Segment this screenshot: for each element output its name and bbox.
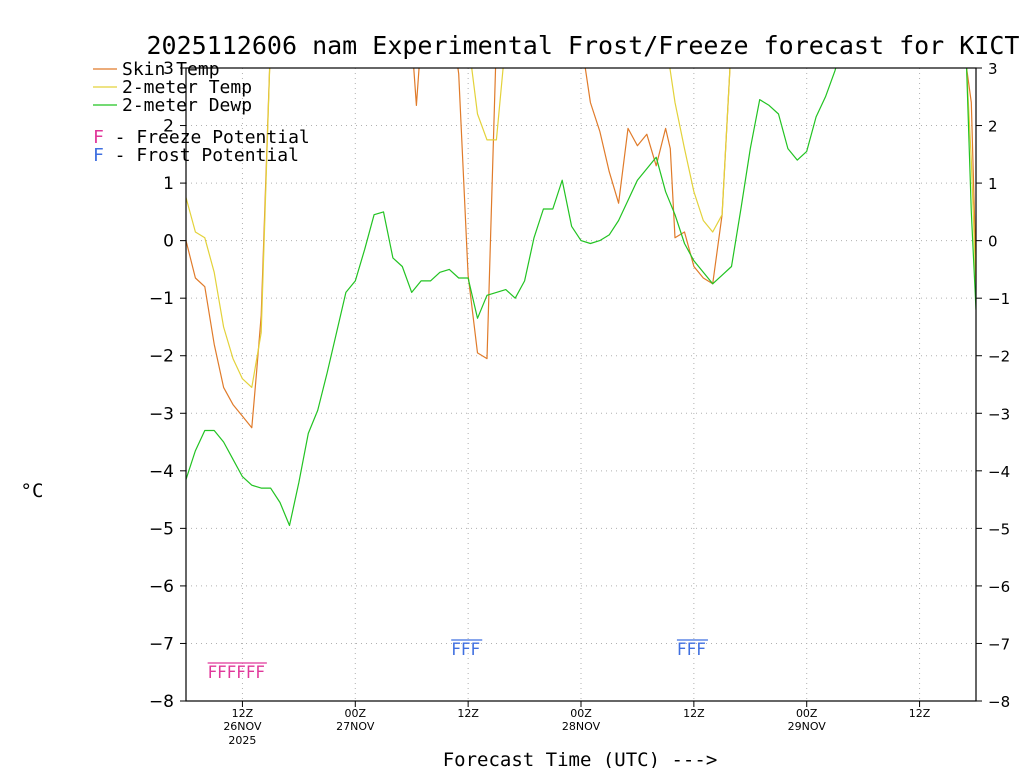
x-tick-date: 29NOV	[788, 720, 827, 733]
y-tick-label-right: −7	[988, 635, 1010, 653]
potential-legend-symbol: F	[93, 145, 104, 166]
potential-marker-frost-potential: FFF	[451, 639, 483, 660]
y-axis-left: 3 2 1 0 −1 −2 −3 −4 −5 −6 −7 −8	[149, 59, 186, 712]
y-tick-label-right: 0	[988, 233, 998, 251]
y-tick-label: −1	[149, 289, 174, 309]
potential-legend-entry: F - Frost Potential	[93, 145, 299, 166]
y-tick-label: −4	[149, 462, 174, 482]
legend-label: 2-meter Temp	[122, 77, 252, 98]
series-line-skin-temp	[186, 68, 976, 429]
chart-title: 2025112606 nam Experimental Frost/Freeze…	[147, 31, 1020, 60]
series-line-2-meter-temp	[186, 68, 976, 388]
x-tick-label: 12Z	[683, 707, 705, 720]
plot-frame	[185, 67, 977, 702]
y-tick-label: −5	[149, 519, 174, 539]
y-tick-label: −3	[149, 404, 174, 424]
y-tick-label-right: 1	[988, 175, 998, 193]
y-tick-label-right: −2	[988, 348, 1010, 366]
series-layer	[186, 68, 976, 527]
potential-marker-freeze-potential: FFFFFF	[207, 662, 267, 683]
y-tick-label: 1	[163, 174, 174, 194]
x-tick-label: 12Z	[909, 707, 931, 720]
x-tick-label: 00Z	[796, 707, 818, 720]
y-tick-label: −2	[149, 347, 174, 367]
y-tick-label: 2	[163, 117, 174, 137]
x-tick-label: 12Z	[457, 707, 479, 720]
x-tick-year: 2025	[228, 734, 256, 747]
gridlines	[186, 68, 976, 701]
y-tick-label: −8	[149, 692, 174, 712]
potential-marker-text: FFFFFF	[208, 663, 265, 683]
y-axis-label: °C	[21, 480, 44, 502]
y-axis-right: 3 2 1 0 −1 −2 −3 −4 −5 −6 −7 −8	[976, 60, 1010, 711]
potential-legend-text: - Frost Potential	[104, 145, 299, 166]
legend-label: Skin Temp	[122, 59, 220, 80]
potential-legend-text: - Freeze Potential	[104, 127, 310, 148]
y-tick-label: 3	[163, 59, 174, 79]
y-tick-label: −7	[149, 634, 174, 654]
x-tick-date: 26NOV	[223, 720, 262, 733]
y-tick-label-right: −8	[988, 693, 1010, 711]
potential-marker-text: FFF	[451, 640, 480, 660]
series-line-2-meter-dewp	[186, 68, 976, 527]
x-axis-label: Forecast Time (UTC) --->	[443, 749, 718, 768]
x-tick-label: 00Z	[570, 707, 592, 720]
potential-marker-text: FFF	[677, 640, 706, 660]
x-tick-date: 27NOV	[336, 720, 375, 733]
y-tick-label-right: −6	[988, 578, 1010, 596]
potential-legend-entry: F - Freeze Potential	[93, 127, 310, 148]
potential-legend-symbol: F	[93, 127, 104, 148]
y-tick-label-right: 3	[988, 60, 998, 78]
y-tick-label-right: 2	[988, 118, 998, 136]
potential-marker-frost-potential: FFF	[676, 639, 708, 660]
x-tick-label: 12Z	[232, 707, 254, 720]
y-tick-label-right: −4	[988, 463, 1010, 481]
y-tick-label-right: −5	[988, 520, 1010, 538]
x-tick-date: 28NOV	[562, 720, 601, 733]
x-tick-label: 00Z	[345, 707, 367, 720]
y-tick-label-right: −3	[988, 405, 1010, 423]
y-tick-label: −6	[149, 577, 174, 597]
y-tick-label: 0	[163, 232, 174, 252]
legend-label: 2-meter Dewp	[122, 95, 252, 116]
y-tick-label-right: −1	[988, 290, 1010, 308]
